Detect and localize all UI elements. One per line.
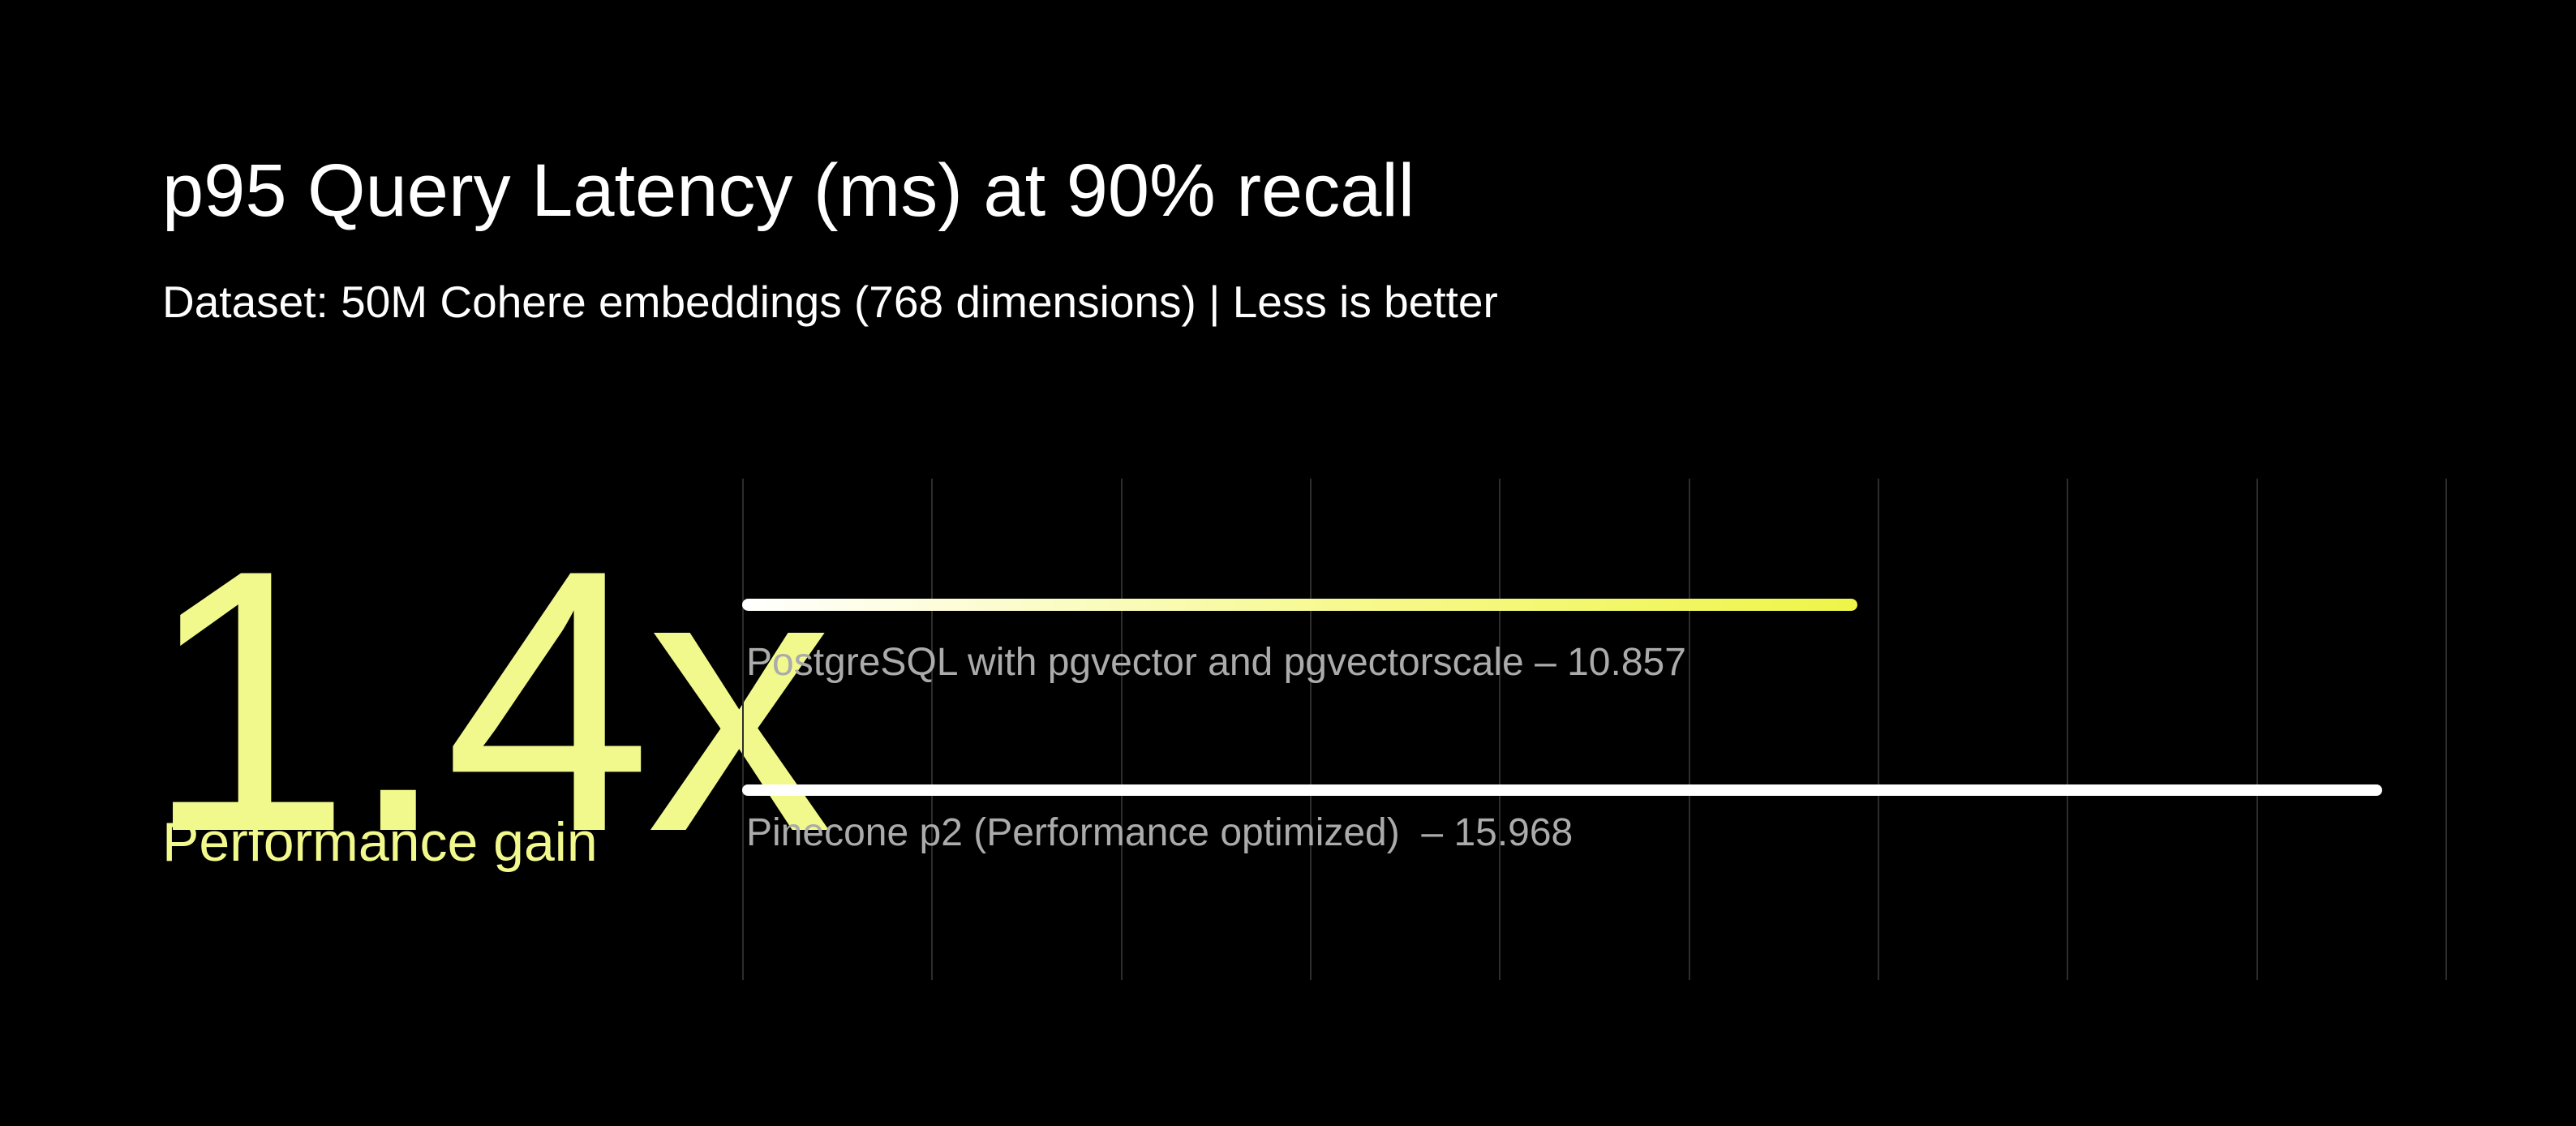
latency-bar-chart: PostgreSQL with pgvector and pgvectorsca… <box>742 479 2447 980</box>
gridline <box>1499 479 1501 980</box>
gridline <box>1309 479 1312 980</box>
bar-pinecone-p2 <box>742 784 2382 796</box>
stat-value: 1.4x <box>144 493 833 909</box>
bar-label-pinecone-p2: Pinecone p2 (Performance optimized) – 15… <box>746 811 1574 854</box>
stat-label: Performance gain <box>162 811 598 873</box>
gridline <box>1688 479 1690 980</box>
gridline <box>2067 479 2069 980</box>
gridline <box>1120 479 1123 980</box>
gridline <box>2445 479 2447 980</box>
gridline <box>931 479 934 980</box>
gridline <box>1877 479 1879 980</box>
chart-gridlines <box>742 479 2447 980</box>
bar-postgresql-pgvectorscale <box>742 599 1857 611</box>
page-subtitle: Dataset: 50M Cohere embeddings (768 dime… <box>162 277 1498 327</box>
gridline <box>742 479 744 980</box>
page-title: p95 Query Latency (ms) at 90% recall <box>162 149 1415 232</box>
gridline <box>2256 479 2258 980</box>
bar-label-postgresql-pgvectorscale: PostgreSQL with pgvector and pgvectorsca… <box>746 641 1686 684</box>
